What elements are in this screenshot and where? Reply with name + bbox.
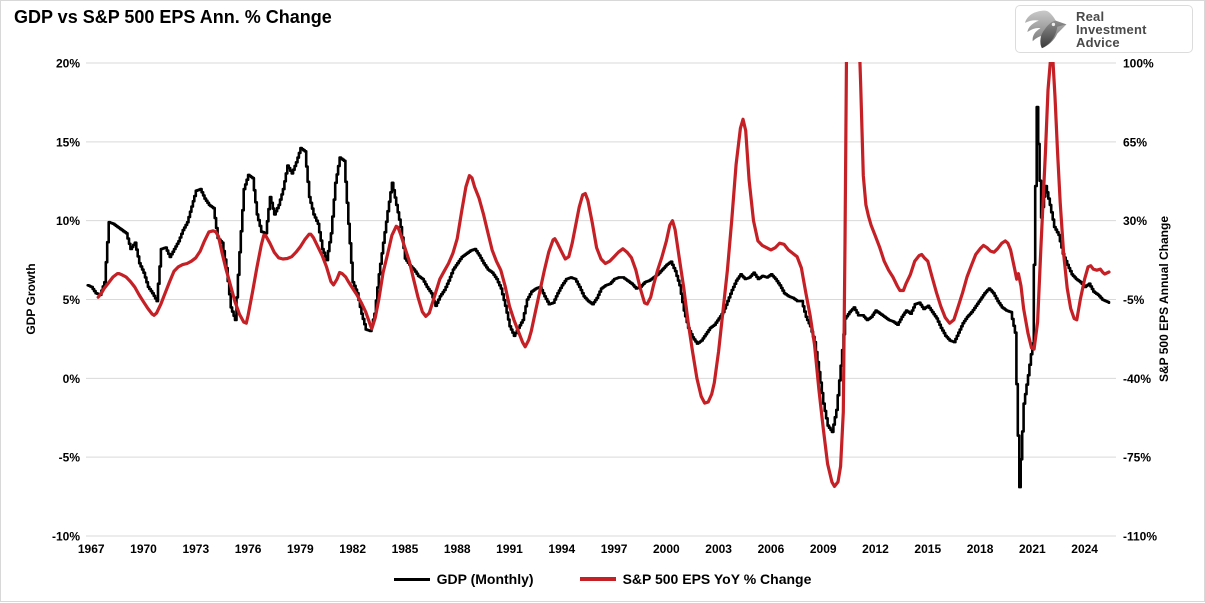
logo-text-line-3: Advice bbox=[1076, 34, 1120, 50]
x-axis-tick-label: 1991 bbox=[496, 542, 523, 556]
right-axis-title: S&P 500 EPS Annual Change bbox=[1157, 216, 1171, 382]
chart-title: GDP vs S&P 500 EPS Ann. % Change bbox=[14, 7, 332, 27]
eagle-icon bbox=[1025, 10, 1067, 49]
left-axis-tick-label: 0% bbox=[63, 372, 81, 386]
left-axis-tick-label: 10% bbox=[56, 214, 80, 228]
logo: Real Investment Advice bbox=[1015, 5, 1193, 53]
x-axis-tick-label: 2018 bbox=[967, 542, 994, 556]
x-axis-tick-label: 1994 bbox=[548, 542, 575, 556]
gdp-series-line bbox=[86, 105, 1111, 489]
right-axis-tick-label: 30% bbox=[1123, 214, 1147, 228]
left-axis-tick-label: 20% bbox=[56, 57, 80, 71]
eps-line-swatch bbox=[579, 577, 616, 581]
x-axis-tick-label: 1970 bbox=[130, 542, 157, 556]
left-axis-title: GDP Growth bbox=[24, 263, 38, 334]
right-axis-tick-label: 65% bbox=[1123, 135, 1147, 149]
x-axis-tick-label: 1985 bbox=[392, 542, 419, 556]
x-axis-tick-label: 1979 bbox=[287, 542, 314, 556]
right-axis-tick-label: -5% bbox=[1123, 293, 1145, 307]
left-axis-tick-label: -10% bbox=[52, 530, 80, 544]
legend-label-gdp: GDP (Monthly) bbox=[436, 571, 534, 587]
right-axis-tick-label: -110% bbox=[1123, 530, 1157, 544]
logo-text-line-2: Investment bbox=[1076, 21, 1147, 37]
eps-series-line bbox=[96, 62, 1111, 488]
x-axis-tick-label: 2000 bbox=[653, 542, 680, 556]
x-axis-tick-label: 1973 bbox=[182, 542, 209, 556]
x-axis-tick-label: 2006 bbox=[758, 542, 785, 556]
series-group bbox=[86, 62, 1111, 489]
left-axis-tick-label: -5% bbox=[59, 451, 81, 465]
x-axis-tick-label: 2012 bbox=[862, 542, 889, 556]
x-axis-tick-label: 1997 bbox=[601, 542, 628, 556]
legend-item-eps: S&P 500 EPS YoY % Change bbox=[579, 571, 812, 587]
legend-label-eps: S&P 500 EPS YoY % Change bbox=[622, 571, 812, 587]
right-axis-tick-label: -75% bbox=[1123, 451, 1151, 465]
gdp-line-swatch bbox=[393, 577, 430, 581]
legend: GDP (Monthly) S&P 500 EPS YoY % Change bbox=[1, 571, 1204, 587]
x-axis-tick-label: 1988 bbox=[444, 542, 471, 556]
right-axis-tick-label: 100% bbox=[1123, 57, 1154, 71]
logo-text: Real Investment Advice bbox=[1076, 10, 1147, 49]
x-axis-tick-label: 2015 bbox=[914, 542, 941, 556]
logo-text-line-1: Real bbox=[1076, 8, 1105, 24]
left-axis-tick-label: 5% bbox=[63, 293, 81, 307]
x-axis-tick-label: 2021 bbox=[1019, 542, 1046, 556]
x-axis-tick-label: 1976 bbox=[235, 542, 262, 556]
x-axis-tick-label: 2009 bbox=[810, 542, 837, 556]
right-axis-tick-label: -40% bbox=[1123, 372, 1151, 386]
x-axis-tick-label: 1967 bbox=[78, 542, 105, 556]
x-axis-tick-label: 1982 bbox=[339, 542, 366, 556]
legend-item-gdp: GDP (Monthly) bbox=[393, 571, 534, 587]
x-axis-tick-label: 2003 bbox=[705, 542, 732, 556]
left-axis-tick-label: 15% bbox=[56, 135, 80, 149]
x-axis-tick-label: 2024 bbox=[1071, 542, 1098, 556]
